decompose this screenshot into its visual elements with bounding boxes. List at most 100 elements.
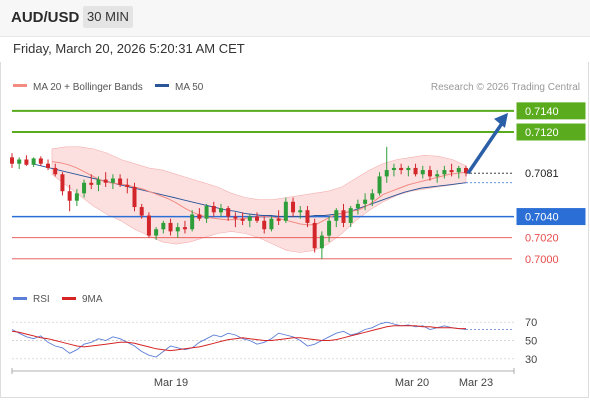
candle-body: [413, 167, 418, 175]
rsi-line: [11, 321, 467, 358]
candle-body: [146, 215, 151, 236]
candle-body: [291, 201, 296, 213]
candle-body: [168, 222, 173, 232]
rsi-lines: [11, 321, 514, 358]
candle-body: [10, 157, 14, 164]
candle-body: [255, 216, 260, 221]
candle-body: [197, 214, 202, 219]
candle-body: [363, 199, 368, 204]
candle-body: [38, 158, 43, 164]
rsi-tick-label: 30: [525, 354, 537, 366]
candle-body: [103, 179, 108, 183]
candle-body: [53, 167, 58, 175]
candle-body: [139, 207, 144, 216]
rsi-legend-label: RSI: [33, 294, 50, 305]
candle-body: [17, 159, 22, 164]
candle-body: [125, 184, 130, 187]
candle-body: [420, 170, 425, 175]
level-label-resistance: 0.7120: [525, 127, 559, 139]
ma9-line: [11, 325, 466, 352]
candle-body: [449, 170, 454, 173]
candle-body: [240, 218, 245, 221]
candle-body: [262, 220, 267, 230]
rsi-legend-swatch: [13, 297, 27, 300]
credit-label: Research © 2026 Trading Central: [431, 82, 580, 93]
candle-body: [269, 218, 274, 230]
candle-body: [427, 170, 432, 177]
candle-body: [74, 193, 79, 201]
candle-body: [327, 220, 332, 236]
ma50-legend-swatch: [155, 84, 169, 87]
candle-body: [348, 208, 353, 223]
ma20-legend-swatch: [13, 84, 27, 87]
candle-body: [154, 229, 159, 236]
level-label-support: 0.7000: [525, 254, 559, 266]
candle-body: [341, 210, 346, 223]
x-tick-label: Mar 20: [395, 377, 429, 389]
chart-header: AUD/USD 30 MIN: [0, 0, 590, 37]
candle-body: [190, 214, 195, 230]
level-label-last: 0.7081: [525, 168, 559, 180]
level-label-support: 0.7020: [525, 233, 559, 245]
candle-body: [161, 222, 166, 230]
rsi-tick-label: 70: [525, 317, 537, 329]
candle-body: [384, 170, 389, 177]
ma9-legend-label: 9MA: [82, 294, 103, 305]
candle-body: [96, 179, 101, 185]
candle-body: [247, 216, 252, 221]
candle-body: [305, 210, 310, 223]
x-tick-label: Mar 19: [154, 377, 188, 389]
rsi-legend: RSI 9MA: [13, 294, 103, 305]
level-tag: [516, 102, 586, 120]
candle-body: [182, 227, 187, 230]
candle-body: [377, 176, 382, 194]
candle-body: [355, 203, 360, 209]
candle-body: [46, 163, 51, 168]
ma9-legend-swatch: [62, 297, 76, 300]
symbol-title: AUD/USD: [11, 9, 80, 26]
candle-body: [31, 158, 36, 165]
bollinger-band-area: [51, 146, 467, 253]
candle-body: [110, 178, 115, 183]
candle-body: [89, 182, 94, 185]
candle-body: [312, 222, 317, 249]
forecast-arrow-head: [494, 112, 508, 128]
candle-body: [464, 167, 468, 174]
chart-frame: [0, 62, 589, 398]
candle-body: [456, 167, 461, 173]
candle-body: [406, 167, 411, 171]
candle-body: [435, 174, 440, 177]
level-labels: 0.7140 0.7120 0.7081 0.7040 0.7020 0.7000: [516, 102, 586, 266]
candle-body: [442, 170, 447, 175]
candle-body: [233, 216, 238, 219]
level-label-resistance: 0.7140: [525, 106, 559, 118]
candle-body: [175, 227, 180, 232]
candle-body: [204, 206, 209, 219]
x-tick-label: Mar 23: [459, 377, 493, 389]
candles: [10, 146, 468, 259]
candle-body: [319, 235, 324, 249]
candle-body: [24, 159, 29, 165]
timeframe-button[interactable]: 30 MIN: [83, 6, 133, 28]
level-label-pivot: 0.7040: [525, 212, 559, 224]
candle-body: [211, 206, 216, 213]
candle-body: [118, 178, 123, 185]
forecast-arrow-shaft: [466, 120, 505, 175]
candle-body: [391, 167, 396, 171]
rsi-grid: 70 50 30: [12, 317, 537, 366]
candle-body: [218, 208, 223, 213]
level-tag: [516, 208, 586, 226]
ma20-legend-label: MA 20 + Bollinger Bands: [33, 82, 143, 93]
candle-body: [82, 182, 87, 194]
x-axis: Mar 19 Mar 20 Mar 23: [11, 368, 515, 389]
candle-body: [334, 210, 339, 221]
candle-body: [132, 186, 137, 208]
candle-body: [399, 167, 404, 171]
bollinger-band: [51, 146, 467, 253]
chart-datetime: Friday, March 20, 2026 5:20:31 AM CET: [13, 41, 245, 56]
level-tag: [516, 123, 586, 141]
rsi-tick-label: 50: [525, 336, 537, 348]
candle-body: [370, 193, 375, 200]
ma50-legend-label: MA 50: [175, 82, 204, 93]
